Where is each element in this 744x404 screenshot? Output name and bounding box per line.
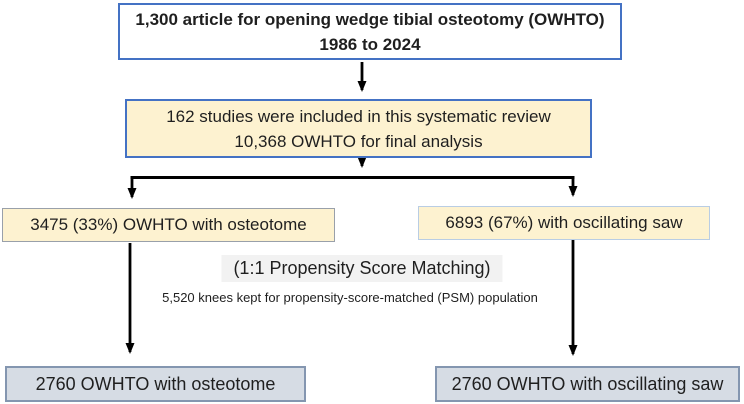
- saw-group-label: 6893 (67%) with oscillating saw: [445, 212, 683, 232]
- psm-osteotome-label: 2760 OWHTO with osteotome: [35, 373, 276, 394]
- psm-saw-label: 2760 OWHTO with oscillating saw: [451, 373, 724, 394]
- psm-osteotome-box: 2760 OWHTO with osteotome: [5, 366, 306, 402]
- osteotome-group-label: 3475 (33%) OWHTO with osteotome: [30, 214, 307, 234]
- title-box: 1,300 article for opening wedge tibial o…: [118, 3, 622, 60]
- included-line2: 10,368 OWHTO for final analysis: [234, 131, 483, 151]
- included-line1: 162 studies were included in this system…: [166, 106, 551, 126]
- title-line1: 1,300 article for opening wedge tibial o…: [135, 9, 605, 29]
- saw-group-box: 6893 (67%) with oscillating saw: [418, 206, 710, 240]
- psm-saw-box: 2760 OWHTO with oscillating saw: [435, 366, 740, 402]
- included-box: 162 studies were included in this system…: [125, 99, 592, 158]
- psm-matching-label: (1:1 Propensity Score Matching): [221, 255, 503, 282]
- osteotome-group-box: 3475 (33%) OWHTO with osteotome: [2, 208, 335, 242]
- title-line2: 1986 to 2024: [319, 34, 421, 54]
- psm-note: 5,520 knees kept for propensity-score-ma…: [162, 290, 538, 305]
